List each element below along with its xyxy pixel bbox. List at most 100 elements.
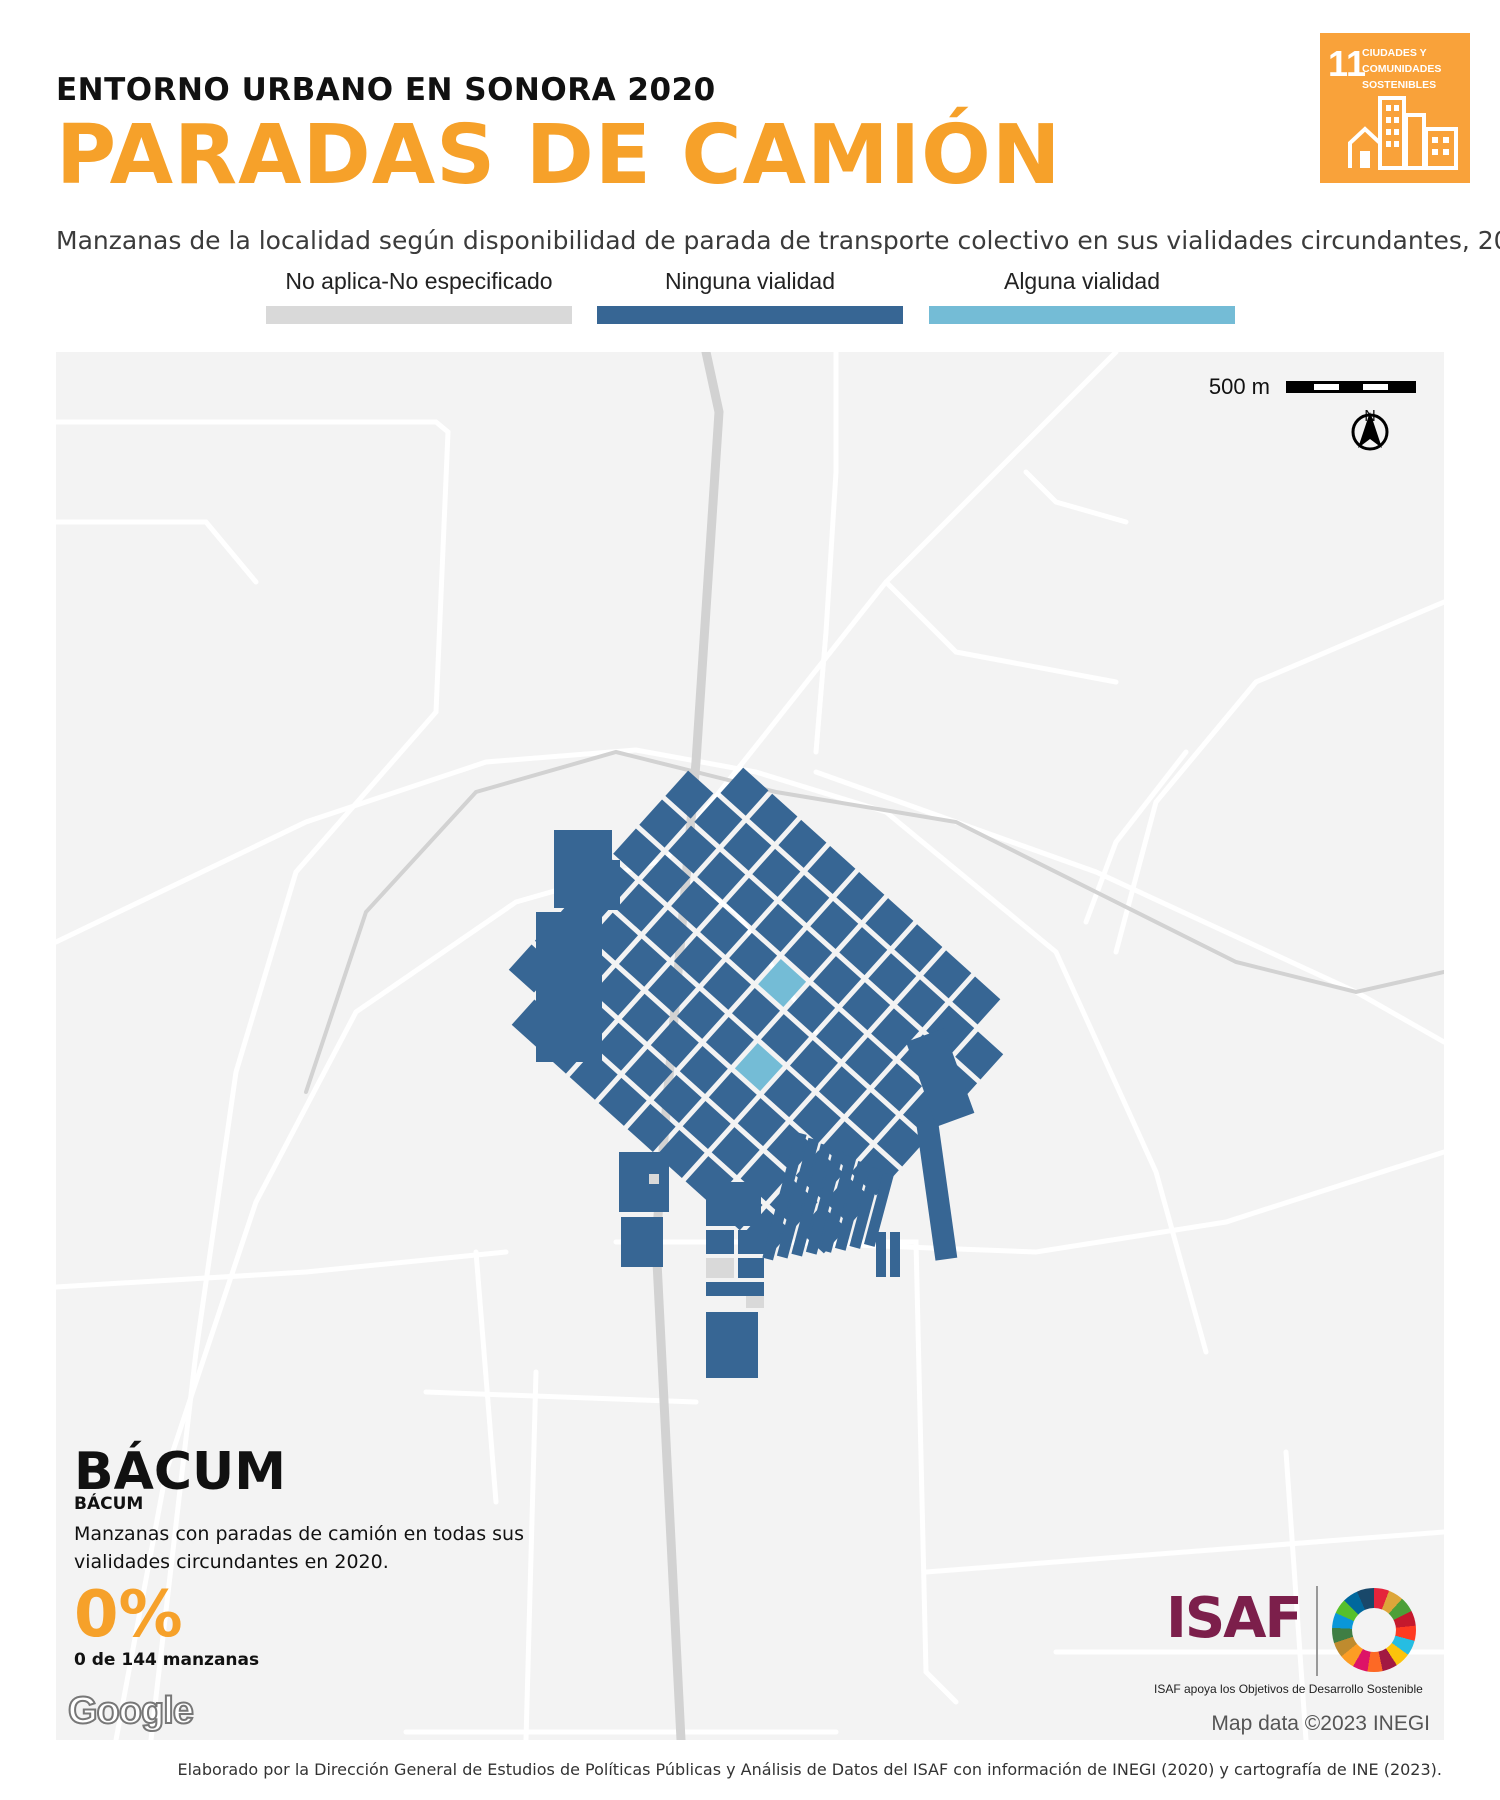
road bbox=[1283, 1449, 1309, 1740]
city-block bbox=[706, 1258, 734, 1278]
city-block bbox=[700, 906, 749, 955]
road bbox=[56, 419, 451, 715]
city-block bbox=[706, 1312, 758, 1378]
city-block bbox=[738, 1230, 764, 1254]
road bbox=[883, 579, 1119, 685]
legend-label: No aplica-No especificado bbox=[285, 268, 553, 294]
city-block bbox=[842, 982, 891, 1031]
city-block bbox=[784, 930, 833, 979]
city-block bbox=[647, 964, 696, 1013]
road bbox=[148, 709, 439, 1740]
city-block bbox=[787, 985, 836, 1034]
city-block bbox=[653, 1074, 702, 1123]
road bbox=[773, 1149, 1444, 1255]
city-block bbox=[674, 935, 723, 984]
city-block bbox=[671, 880, 720, 929]
scale-label: 500 m bbox=[1208, 374, 1270, 399]
city-block bbox=[621, 1217, 663, 1267]
road bbox=[1023, 469, 1129, 525]
city-block bbox=[708, 1072, 757, 1121]
legend-label: Alguna vialidad bbox=[1003, 268, 1160, 294]
compass-icon bbox=[1351, 412, 1389, 451]
legend-swatch bbox=[266, 306, 572, 324]
isaf-logo: ISAF bbox=[1166, 1586, 1303, 1651]
city-block bbox=[705, 1016, 754, 1065]
legend-label: Ninguna vialidad bbox=[664, 268, 836, 294]
north-arrow: N bbox=[1348, 408, 1392, 478]
city-block bbox=[905, 1028, 975, 1127]
legend-item-ninguna: Ninguna vialidad bbox=[597, 268, 903, 324]
city-block bbox=[836, 872, 885, 921]
city-block bbox=[642, 854, 691, 903]
city-block bbox=[618, 938, 667, 987]
supertitle: ENTORNO URBANO EN SONORA 2020 bbox=[56, 72, 716, 108]
city-block bbox=[807, 845, 856, 894]
road bbox=[56, 747, 889, 945]
city-block bbox=[645, 909, 694, 958]
city-block bbox=[865, 898, 914, 947]
subtitle: Manzanas de la localidad según disponibi… bbox=[56, 226, 1500, 255]
city-block bbox=[679, 1045, 728, 1094]
summary-count: 0 de 144 manzanas bbox=[74, 1650, 260, 1670]
logo-divider bbox=[1316, 1586, 1318, 1676]
sdg-11-badge: 11 CIUDADES Y COMUNIDADES SOSTENIBLES bbox=[1320, 33, 1470, 183]
city-block bbox=[813, 956, 862, 1005]
city-block bbox=[706, 1182, 761, 1226]
city-block bbox=[598, 1077, 647, 1126]
footer-credit: Elaborado por la Dirección General de Es… bbox=[177, 1760, 1443, 1779]
city-block bbox=[694, 796, 743, 845]
city-block bbox=[792, 1095, 841, 1144]
google-logo: Google bbox=[67, 1689, 195, 1733]
city-icon bbox=[1348, 96, 1458, 170]
city-block bbox=[763, 1069, 812, 1118]
city-block bbox=[650, 1019, 699, 1068]
road bbox=[813, 352, 839, 755]
city-block bbox=[731, 987, 781, 1037]
locality-subname: BÁCUM bbox=[74, 1494, 144, 1514]
city-block bbox=[665, 770, 714, 819]
city-block bbox=[649, 1174, 659, 1184]
city-block bbox=[810, 901, 859, 950]
city-block bbox=[749, 793, 798, 842]
city-block bbox=[682, 1101, 731, 1150]
city-block bbox=[868, 953, 917, 1002]
city-block bbox=[668, 825, 717, 874]
road bbox=[883, 809, 1209, 1355]
summary-description: Manzanas con paradas de camión en todas … bbox=[74, 1523, 524, 1573]
sdg-text: CIUDADES Y COMUNIDADES SOSTENIBLES bbox=[1362, 47, 1442, 91]
road bbox=[56, 519, 259, 585]
city-block bbox=[849, 1166, 882, 1249]
city-block bbox=[703, 961, 752, 1010]
map[interactable]: 500 m N bbox=[56, 352, 1444, 1740]
city-block bbox=[890, 1232, 900, 1277]
city-block bbox=[758, 959, 807, 1008]
road bbox=[523, 1369, 539, 1740]
road bbox=[473, 1249, 499, 1505]
city-block bbox=[676, 990, 725, 1039]
city-block bbox=[592, 967, 641, 1016]
river bbox=[304, 749, 1444, 1094]
city-block bbox=[816, 1011, 865, 1060]
city-block bbox=[590, 860, 620, 910]
city-block bbox=[569, 1051, 618, 1100]
city-block bbox=[624, 1048, 673, 1097]
city-block bbox=[876, 1232, 886, 1277]
city-block bbox=[781, 874, 830, 923]
city-block bbox=[726, 877, 775, 926]
city-block bbox=[738, 1258, 764, 1278]
locality-name: BÁCUM bbox=[74, 1442, 287, 1502]
map-canvas[interactable] bbox=[56, 352, 1444, 1740]
city-block bbox=[923, 950, 972, 999]
city-block bbox=[897, 979, 946, 1028]
city-block bbox=[876, 1118, 925, 1167]
city-block bbox=[818, 1066, 867, 1115]
map-data-attribution: Map data ©2023 INEGI bbox=[1211, 1712, 1430, 1735]
road bbox=[653, 352, 1119, 875]
city-block bbox=[894, 924, 943, 973]
city-block bbox=[621, 993, 670, 1042]
city-block bbox=[952, 976, 1001, 1025]
city-block bbox=[820, 1155, 857, 1253]
legend-item-alguna: Alguna vialidad bbox=[929, 268, 1235, 324]
city-block bbox=[834, 1160, 869, 1251]
city-block bbox=[755, 903, 804, 952]
